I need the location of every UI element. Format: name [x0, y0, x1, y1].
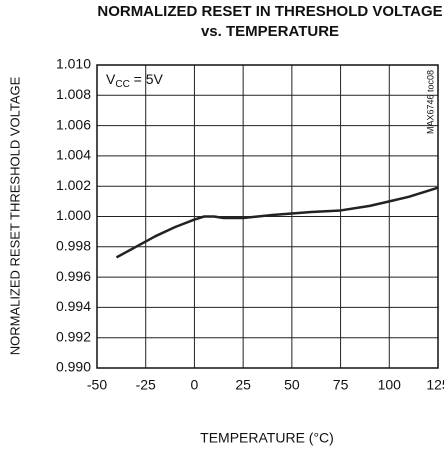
y-tick-label: 1.010 [56, 56, 91, 72]
plot-frame [96, 64, 439, 369]
x-axis-label: TEMPERATURE (°C) [200, 430, 334, 446]
y-tick-label: 0.992 [56, 328, 91, 344]
y-tick-label: 0.996 [56, 268, 91, 284]
annotation-part: = 5V [130, 71, 164, 87]
x-tick-label: -50 [87, 377, 107, 393]
x-tick-label: -25 [136, 377, 156, 393]
x-tick-label: 25 [235, 377, 251, 393]
x-tick-label: 0 [191, 377, 199, 393]
y-tick-label: 0.998 [56, 238, 91, 254]
annotation-part: V [106, 71, 116, 87]
y-tick-label: 0.990 [56, 359, 91, 375]
side-note: MAX6746 toc08 [425, 70, 435, 134]
y-axis-label: NORMALIZED RESET THRESHOLD VOLTAGE [7, 76, 22, 355]
data-line [115, 186, 439, 259]
chart-title: vs. TEMPERATURE [201, 23, 339, 40]
x-tick-label: 125 [426, 377, 444, 393]
x-tick-label: 100 [378, 377, 402, 393]
y-tick-label: 1.008 [56, 86, 91, 102]
annotation: VCC = 5V [106, 71, 164, 90]
chart-title: NORMALIZED RESET IN THRESHOLD VOLTAGE [97, 3, 442, 20]
annotation-part: CC [115, 79, 129, 90]
y-tick-label: 0.994 [56, 298, 91, 314]
x-tick-label: 50 [284, 377, 300, 393]
y-tick-label: 1.000 [56, 207, 91, 223]
y-tick-label: 1.004 [56, 147, 91, 163]
x-tick-label: 75 [333, 377, 349, 393]
y-tick-label: 1.002 [56, 177, 91, 193]
y-tick-label: 1.006 [56, 116, 91, 132]
